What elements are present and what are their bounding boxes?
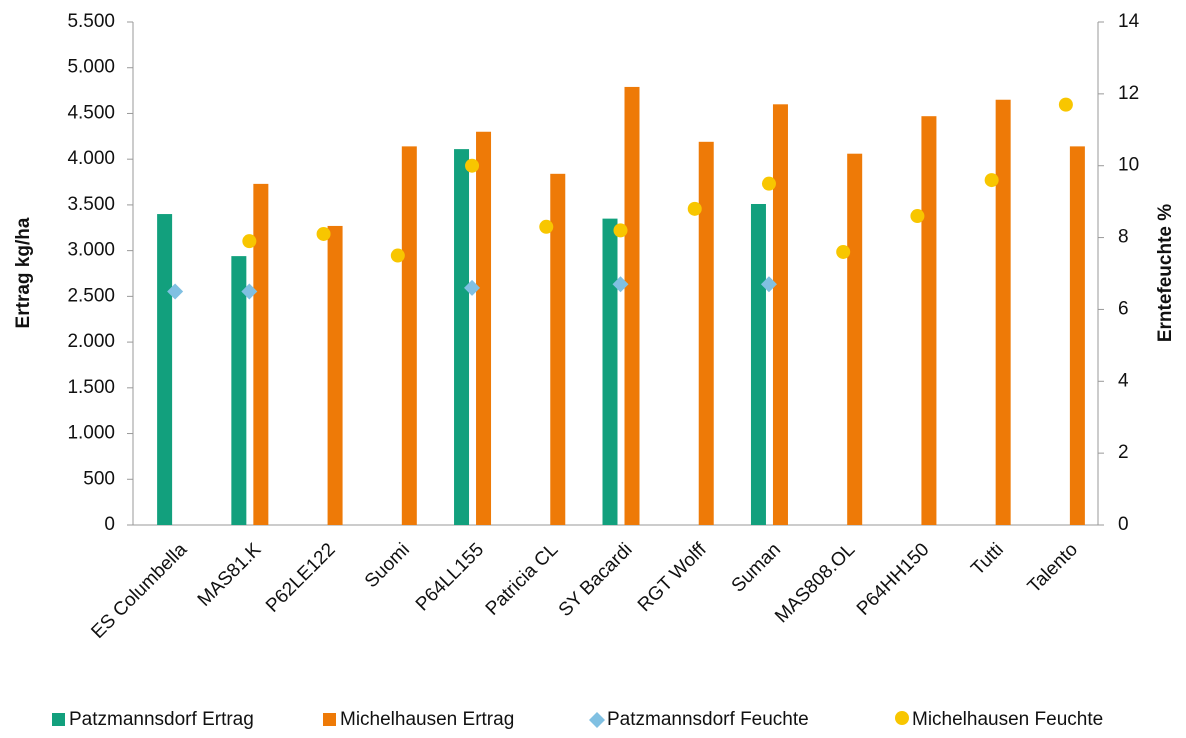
diamond-marker	[612, 276, 629, 293]
circle-marker	[390, 248, 405, 263]
circle-marker	[984, 173, 999, 188]
bar	[476, 131, 492, 525]
bar	[1069, 146, 1085, 526]
bar	[550, 173, 566, 525]
bar	[698, 141, 714, 525]
y-tick-label: 2.000	[67, 331, 115, 352]
y-tick-label: 5.500	[67, 11, 115, 32]
y-tick-label: 4.500	[67, 102, 115, 123]
bar	[401, 146, 417, 526]
x-tick-label: Suman	[728, 539, 785, 596]
y-tick-label: 0	[104, 514, 115, 535]
y-tick-label: 5.000	[67, 57, 115, 78]
x-tick-label: P64HH150	[853, 539, 934, 620]
bar	[995, 99, 1011, 526]
legend-label: Michelhausen Feuchte	[912, 709, 1103, 730]
y2-tick-label: 12	[1118, 83, 1139, 104]
y-tick-label: 1.000	[67, 423, 115, 444]
legend-label: Michelhausen Ertrag	[340, 709, 514, 730]
y2-tick-label: 6	[1118, 298, 1129, 319]
bar	[454, 149, 470, 525]
bar	[602, 218, 618, 526]
x-tick-label: MAS808.OL	[771, 539, 859, 627]
circle-marker	[836, 244, 851, 259]
legend-swatch	[589, 712, 605, 728]
bar	[157, 214, 173, 525]
bar	[624, 86, 640, 525]
x-tick-label: Suomi	[361, 539, 414, 592]
y2-tick-label: 8	[1118, 227, 1129, 248]
circle-marker	[761, 176, 776, 191]
y-axis-title: Ertrag kg/ha	[13, 217, 34, 328]
bar	[921, 116, 937, 525]
x-tick-label: RGT Wolff	[634, 539, 711, 616]
y-tick-label: 4.000	[67, 148, 115, 169]
y2-tick-label: 10	[1118, 155, 1139, 176]
circle-marker	[539, 219, 554, 234]
diamond-marker	[760, 276, 777, 293]
y2-tick-label: 4	[1118, 370, 1129, 391]
x-tick-label: P64LL155	[412, 539, 488, 615]
y2-tick-label: 14	[1118, 11, 1140, 32]
x-tick-label: MAS81.K	[194, 539, 266, 611]
circle-marker	[242, 234, 257, 249]
y2-axis-title: Erntefeuchte %	[1155, 204, 1176, 342]
bar	[231, 256, 247, 525]
circle-marker	[613, 223, 628, 238]
x-tick-label: Talento	[1024, 539, 1082, 597]
circle-marker	[910, 209, 925, 224]
y-tick-label: 2.500	[67, 285, 115, 306]
circle-marker	[316, 226, 331, 241]
circle-marker	[1058, 97, 1073, 112]
y-tick-label: 3.500	[67, 194, 115, 215]
bar	[327, 225, 343, 525]
diamond-marker	[167, 283, 184, 300]
legend-swatch	[52, 713, 65, 726]
x-tick-label: ES Columbella	[87, 539, 191, 643]
y2-tick-label: 0	[1118, 514, 1129, 535]
circle-marker	[687, 201, 702, 216]
bar	[847, 153, 863, 525]
y-tick-label: 1.500	[67, 377, 115, 398]
legend-label: Patzmannsdorf Feuchte	[607, 709, 809, 730]
legend-label: Patzmannsdorf Ertrag	[69, 709, 254, 730]
bar	[772, 104, 788, 526]
x-tick-label: Tutti	[967, 539, 1007, 579]
x-tick-label: SY Bacardi	[555, 539, 637, 621]
y-tick-label: 3.000	[67, 240, 115, 261]
circle-marker	[465, 158, 480, 173]
legend-swatch	[323, 713, 336, 726]
x-tick-label: P62LE122	[262, 539, 340, 617]
y-tick-label: 500	[83, 468, 115, 489]
diamond-marker	[241, 283, 258, 300]
diamond-marker	[464, 279, 481, 296]
x-tick-label: Patricia CL	[482, 539, 563, 620]
bar	[750, 203, 766, 525]
legend-swatch	[895, 711, 909, 725]
y2-tick-label: 2	[1118, 442, 1129, 463]
bar	[253, 183, 269, 525]
